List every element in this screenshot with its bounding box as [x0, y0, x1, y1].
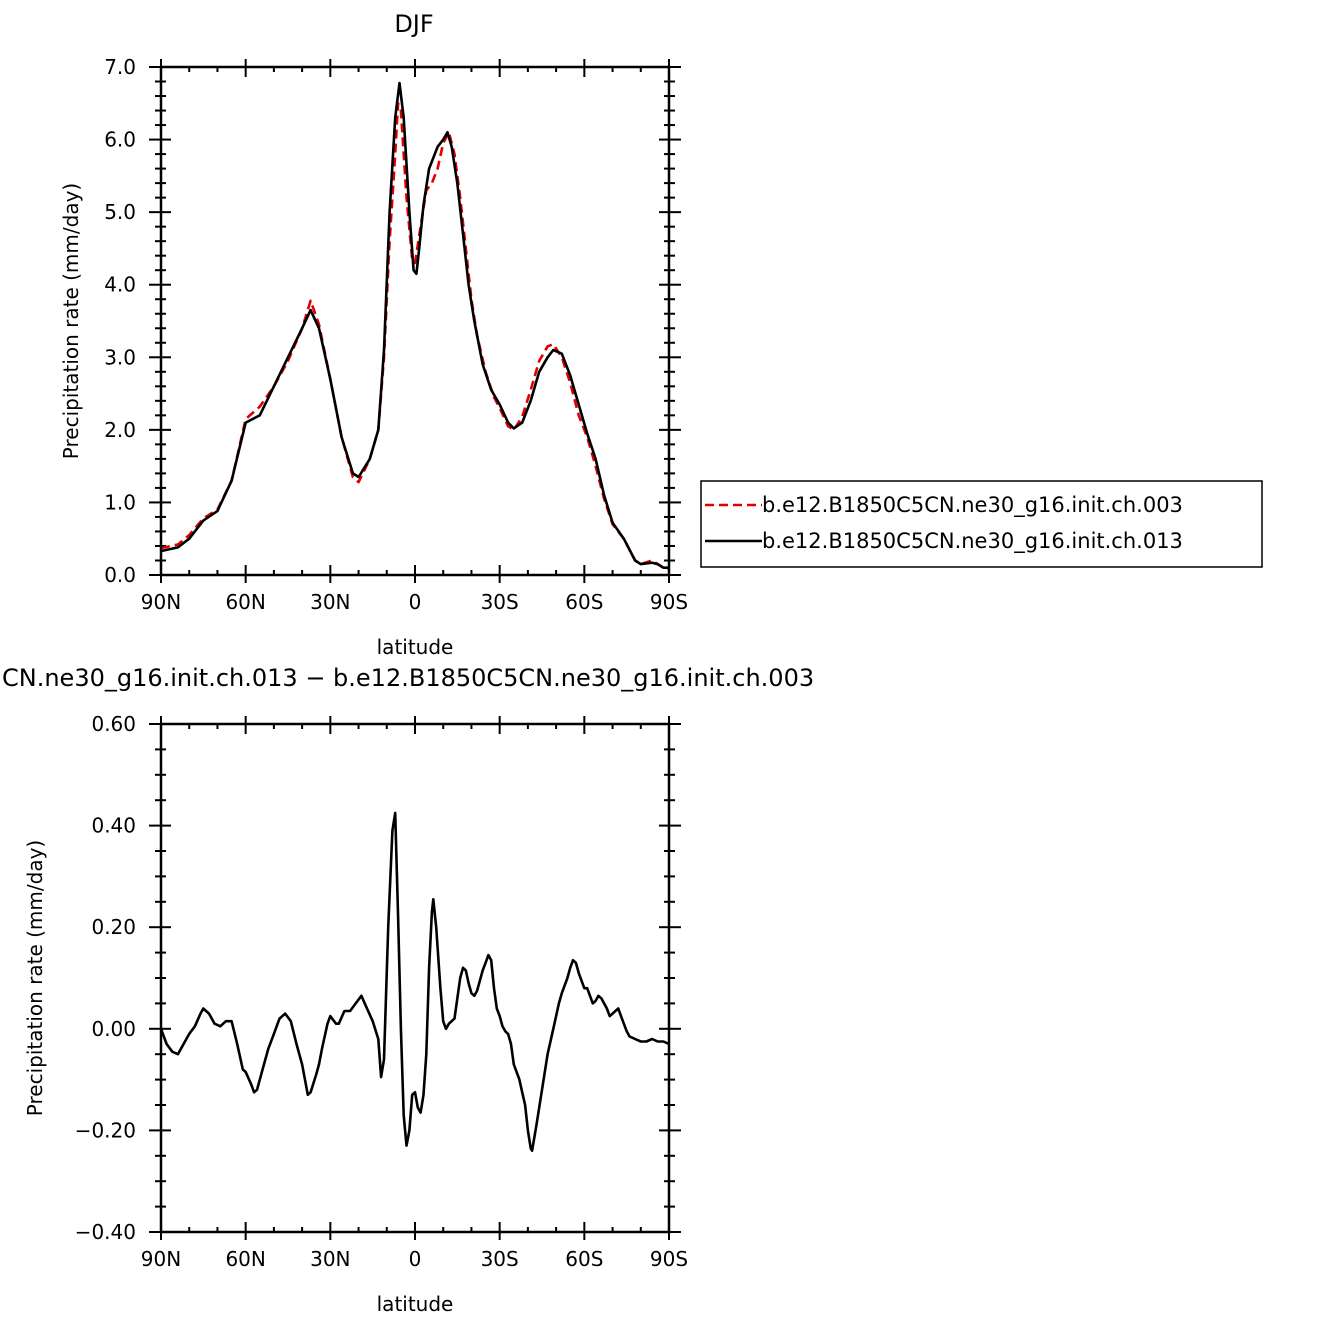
y-tick-label: 2.0 [104, 418, 136, 442]
plot-difference: CN.ne30_g16.init.ch.013 − b.e12.B1850C5C… [2, 664, 814, 1316]
y-axis-label-bottom: Precipitation rate (mm/day) [23, 840, 47, 1116]
x-tick-label: 90S [650, 590, 688, 614]
plot-djf: DJF 90N 60N 30N 0 30S 60S 90S 0.0 1.0 2.0 3.0 4.0 5.… [59, 10, 688, 659]
legend-label-003: b.e12.B1850C5CN.ne30_g16.init.ch.003 [762, 493, 1183, 518]
x-tick-label: 90N [141, 1247, 181, 1271]
series-lines-top [160, 81, 670, 571]
y-tick-label: 0.20 [91, 915, 136, 939]
x-tick-label: 60S [565, 590, 603, 614]
y-tick-label: −0.20 [75, 1118, 136, 1142]
tick-marks-bottom [149, 716, 681, 1240]
series-line-1-0 [159, 811, 670, 1152]
x-tick-label: 60S [565, 1247, 603, 1271]
y-tick-label: 7.0 [104, 55, 136, 79]
x-tick-label: 30N [310, 1247, 350, 1271]
plot-frame-bottom [159, 722, 671, 1234]
x-tick-label: 90N [141, 590, 181, 614]
x-axis-label-top: latitude [377, 635, 454, 659]
x-tick-label: 30S [481, 590, 519, 614]
legend: b.e12.B1850C5CN.ne30_g16.init.ch.003 b.e… [700, 480, 1263, 568]
x-tick-label: 60N [225, 1247, 265, 1271]
series-line-0-0 [160, 102, 670, 571]
x-tick-label: 0 [409, 1247, 422, 1271]
y-tick-label: 5.0 [104, 200, 136, 224]
y-tick-label: 6.0 [104, 128, 136, 152]
legend-box [700, 480, 1263, 568]
series-lines-bottom [159, 811, 670, 1152]
plot-title-djf: DJF [394, 10, 433, 38]
tick-labels-top: 90N 60N 30N 0 30S 60S 90S 0.0 1.0 2.0 3.0 4.0 5.0 6.0… [104, 55, 688, 614]
x-tick-label: 90S [650, 1247, 688, 1271]
plot-frame-top [159, 65, 671, 577]
tick-marks-top [149, 59, 681, 583]
y-tick-label: 1.0 [104, 490, 136, 514]
legend-label-013: b.e12.B1850C5CN.ne30_g16.init.ch.013 [762, 529, 1183, 554]
y-tick-label: 0.0 [104, 563, 136, 587]
x-tick-label: 0 [409, 590, 422, 614]
y-tick-label: 0.00 [91, 1017, 136, 1041]
y-tick-label: 4.0 [104, 273, 136, 297]
y-axis-label-top: Precipitation rate (mm/day) [59, 183, 83, 459]
x-tick-label: 60N [225, 590, 265, 614]
series-line-0-1 [160, 81, 669, 570]
tick-labels-bottom: 90N 60N 30N 0 30S 60S 90S −0.40 −0.20 0.00 0.20 0.4… [75, 712, 688, 1271]
y-tick-label: 3.0 [104, 345, 136, 369]
x-tick-label: 30N [310, 590, 350, 614]
y-tick-label: 0.40 [91, 814, 136, 838]
x-axis-label-bottom: latitude [377, 1292, 454, 1316]
x-tick-label: 30S [481, 1247, 519, 1271]
y-tick-label: −0.40 [75, 1220, 136, 1244]
plot-title-difference: CN.ne30_g16.init.ch.013 − b.e12.B1850C5C… [2, 664, 814, 692]
y-tick-label: 0.60 [91, 712, 136, 736]
